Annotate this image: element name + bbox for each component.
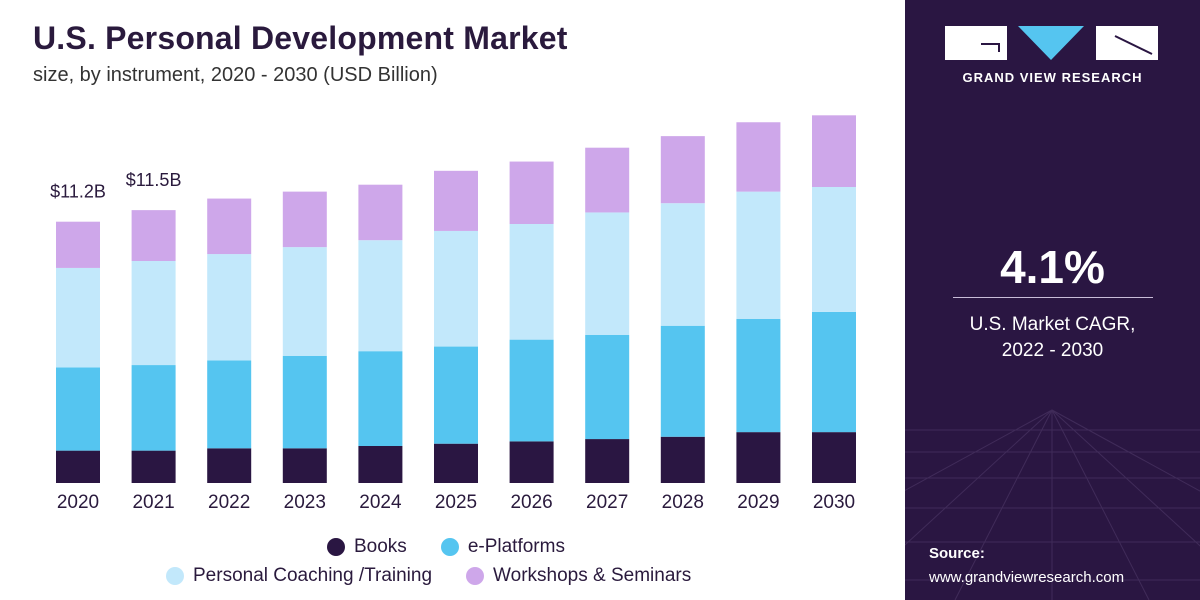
legend-label-coaching: Personal Coaching /Training [193,565,433,586]
bar-workshops-seminars-2026 [509,161,554,224]
bar-workshops-seminars-2021 [131,210,176,261]
bar-personal-coaching-training-2023 [282,247,327,356]
bar-books-2028 [660,436,705,483]
bar-books-2025 [434,443,478,483]
bar-e-platforms-2023 [282,355,327,449]
bar-personal-coaching-training-2029 [736,191,781,319]
x-tick-label: 2020 [57,492,99,513]
legend-row: Personal Coaching /Training Workshops & … [166,565,691,587]
x-tick-label: 2027 [586,492,628,513]
x-tick-label: 2030 [813,492,855,513]
bar-workshops-seminars-2028 [660,136,705,204]
bar-e-platforms-2020 [56,367,100,451]
gvr-logo [945,26,1158,60]
legend-item-workshops: Workshops & Seminars [466,565,691,587]
legend-row: Books e-Platforms [327,536,565,558]
bar-e-platforms-2025 [434,346,478,444]
stacked-bar-chart: 2020 $11.2B 2021 $11.5B 2022 2023 2024 2025 2026… [50,115,856,513]
bar-workshops-seminars-2027 [585,147,630,213]
legend-item-books: Books [327,536,407,558]
bar-books-2027 [585,439,630,483]
legend-item-e-platforms: e-Platforms [440,536,565,558]
x-tick-label: 2022 [208,492,250,513]
bar-books-2020 [56,450,100,483]
bar-e-platforms-2029 [736,318,781,433]
data-label-2021: $11.5B [126,170,182,190]
bar-workshops-seminars-2025 [434,170,478,231]
bar-e-platforms-2030 [812,311,856,433]
bar-e-platforms-2024 [358,351,403,446]
bar-personal-coaching-training-2026 [509,224,554,340]
legend-swatch-e-platforms [440,538,459,556]
legend-label-e-platforms: e-Platforms [467,536,565,557]
bar-books-2021 [131,450,176,483]
cagr-divider [953,297,1153,298]
bar-books-2024 [358,446,403,483]
chart-subtitle: size, by instrument, 2020 - 2030 (USD Bi… [33,64,438,86]
source-label: Source: [929,545,985,562]
bar-e-platforms-2027 [585,335,630,440]
bar-personal-coaching-training-2030 [812,187,856,312]
x-tick-label: 2026 [510,492,552,513]
legend-swatch-workshops [466,567,485,585]
bar-personal-coaching-training-2027 [585,212,630,335]
bar-e-platforms-2021 [131,365,176,451]
bar-personal-coaching-training-2028 [660,203,705,326]
info-sidebar: GRAND VIEW RESEARCH 4.1% U.S. Market CAG… [905,0,1200,600]
bar-books-2026 [509,441,554,483]
chart-title: U.S. Personal Development Market [33,20,568,56]
bar-workshops-seminars-2029 [736,122,781,192]
x-tick-label: 2029 [737,492,779,513]
bar-personal-coaching-training-2024 [358,240,403,352]
bar-workshops-seminars-2030 [812,115,856,187]
bar-personal-coaching-training-2022 [207,254,252,361]
bar-e-platforms-2022 [207,360,252,449]
bar-personal-coaching-training-2020 [56,267,100,368]
bar-workshops-seminars-2022 [207,198,252,255]
x-tick-label: 2025 [435,492,477,513]
bar-e-platforms-2028 [660,325,705,437]
x-tick-label: 2023 [284,492,326,513]
cagr-value: 4.1% [1000,241,1105,293]
cagr-label-line1: U.S. Market CAGR, [969,314,1136,335]
bar-workshops-seminars-2023 [282,191,327,248]
cagr-label-line2: 2022 - 2030 [1001,340,1104,361]
x-tick-label: 2021 [132,492,174,513]
chart-panel: U.S. Personal Development Market size, b… [33,20,856,587]
legend-label-books: Books [354,536,407,557]
bar-workshops-seminars-2020 [56,221,100,268]
bar-books-2030 [812,432,856,483]
legend-label-workshops: Workshops & Seminars [493,565,692,586]
cagr-label: U.S. Market CAGR, 2022 - 2030 [905,312,1200,364]
legend-swatch-coaching [166,567,184,585]
bar-personal-coaching-training-2025 [434,230,478,347]
data-label-2020: $11.2B [50,182,106,202]
bar-books-2029 [736,432,781,483]
bar-books-2022 [207,448,252,483]
legend-item-coaching: Personal Coaching /Training [166,565,432,587]
logo-text: GRAND VIEW RESEARCH [962,70,1143,85]
legend-swatch-books [327,538,345,556]
source-link[interactable]: www.grandviewresearch.com [929,569,1125,586]
x-tick-label: 2024 [359,492,402,513]
x-tick-label: 2028 [662,492,704,513]
perspective-grid-decoration [905,409,1200,600]
bar-workshops-seminars-2024 [358,184,403,241]
bar-e-platforms-2026 [509,339,554,442]
bar-personal-coaching-training-2021 [131,261,176,366]
bar-books-2023 [282,448,327,483]
